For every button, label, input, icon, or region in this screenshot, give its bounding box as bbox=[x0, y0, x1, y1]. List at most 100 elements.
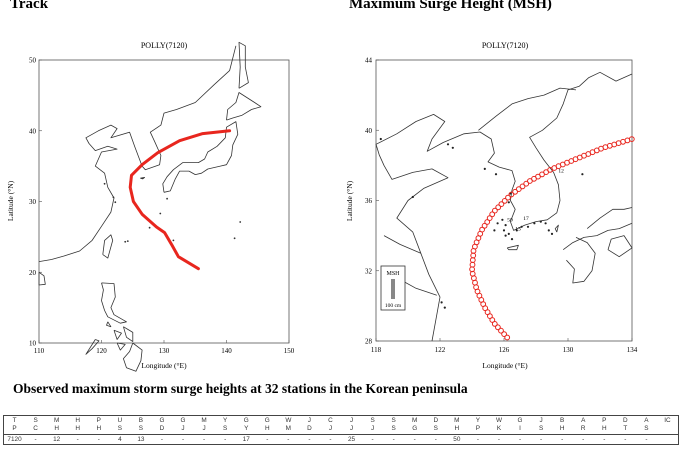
x-tick-label: 126 bbox=[499, 346, 510, 354]
surge-value-cell: 7120 bbox=[4, 434, 26, 444]
msh-legend-box bbox=[380, 265, 406, 311]
station-code-bottom: M bbox=[285, 424, 291, 432]
surge-value-cell: - bbox=[25, 434, 47, 444]
station-code-top: D bbox=[433, 417, 439, 424]
observed-table-title: Observed maximum storm surge heights at … bbox=[13, 381, 468, 396]
surge-circle bbox=[628, 136, 635, 142]
surge-value-cell: - bbox=[551, 434, 573, 444]
station-code-bottom: Y bbox=[244, 424, 249, 432]
station-code-bottom: I bbox=[519, 424, 521, 432]
surge-circle bbox=[498, 327, 504, 334]
station-code-top: G bbox=[243, 417, 249, 424]
surge-circle bbox=[495, 324, 501, 331]
station-code-bottom: K bbox=[496, 424, 502, 432]
station-code-bottom: J bbox=[181, 424, 185, 432]
station-code-top: B bbox=[560, 417, 565, 424]
station-code-top: B bbox=[138, 417, 144, 424]
station-code-top: J bbox=[539, 417, 543, 424]
island-dot bbox=[159, 212, 162, 215]
y-tick-label: 50 bbox=[29, 57, 37, 65]
surge-value-cell: - bbox=[530, 434, 552, 444]
surge-circle bbox=[512, 188, 519, 195]
surge-circle bbox=[504, 334, 511, 341]
island-dot bbox=[493, 229, 496, 232]
coastline bbox=[586, 207, 633, 229]
x-tick-label: 130 bbox=[563, 346, 574, 354]
track-map-ylabel: Latitude (°N) bbox=[6, 180, 15, 221]
island-dot bbox=[148, 226, 151, 229]
island-dot bbox=[112, 196, 115, 199]
coastline bbox=[375, 71, 633, 342]
track-map-ticks: 110 120 130 140 150 10 20 30 40 50 bbox=[29, 57, 295, 356]
island-dot bbox=[504, 234, 507, 237]
y-tick-label: 44 bbox=[365, 57, 373, 65]
station-code-bottom: H bbox=[601, 424, 607, 432]
station-code-top: P bbox=[602, 417, 607, 424]
y-tick-label: 36 bbox=[365, 197, 373, 205]
surge-value-cell: 50 bbox=[446, 434, 468, 444]
surge-circle bbox=[523, 180, 530, 187]
station-code-bottom: J bbox=[328, 424, 333, 432]
surge-circle bbox=[469, 261, 476, 268]
station-code-top: S bbox=[33, 417, 38, 424]
surge-value-cell: - bbox=[256, 434, 278, 444]
island-dot bbox=[539, 220, 542, 223]
surge-value-cell: - bbox=[298, 434, 320, 444]
station-code-top: A bbox=[581, 417, 586, 424]
island-dot bbox=[544, 222, 547, 225]
x-tick-label: 140 bbox=[221, 347, 232, 355]
coastline bbox=[226, 92, 262, 121]
station-label: 17 bbox=[523, 216, 529, 222]
msh-legend-title: MSH bbox=[386, 271, 400, 277]
station-code-top: T bbox=[12, 417, 17, 424]
surge-value-cell: - bbox=[193, 434, 215, 444]
surge-circle bbox=[489, 211, 496, 218]
y-tick-label: 28 bbox=[365, 338, 373, 346]
surge-value-cell bbox=[656, 434, 678, 444]
station-code-bottom: D bbox=[159, 424, 165, 432]
coastline bbox=[85, 339, 100, 355]
typhoon-track-line bbox=[128, 129, 232, 271]
station-label: 12 bbox=[558, 168, 564, 174]
island-dot bbox=[172, 239, 175, 242]
msh-map-xlabel: Longitude (°E) bbox=[482, 361, 528, 370]
station-code-bottom: S bbox=[433, 424, 438, 432]
surge-value-cell: - bbox=[593, 434, 615, 444]
track-heading: Track bbox=[10, 0, 49, 12]
coastline bbox=[566, 237, 596, 284]
station-code-top: P bbox=[96, 417, 101, 424]
station-code-top: G bbox=[517, 417, 523, 424]
coastline bbox=[116, 342, 126, 351]
surge-circle bbox=[491, 321, 498, 327]
surge-value-cell: - bbox=[319, 434, 341, 444]
station-code-bottom: G bbox=[412, 424, 418, 432]
island-dot bbox=[526, 225, 530, 228]
coastline bbox=[607, 235, 633, 258]
coastline bbox=[123, 342, 143, 372]
station-code-bottom: S bbox=[117, 424, 122, 432]
surge-value-cell: 25 bbox=[341, 434, 363, 444]
station-code-top: Y bbox=[223, 417, 228, 424]
y-tick-label: 20 bbox=[29, 269, 37, 277]
surge-value-cell: - bbox=[509, 434, 531, 444]
station-code-bottom: S bbox=[644, 424, 649, 432]
coastline bbox=[102, 234, 114, 259]
surge-circle bbox=[495, 204, 502, 211]
surge-value-cell: 13 bbox=[130, 434, 152, 444]
msh-heading: Maximum Surge Height (MSH) bbox=[349, 0, 552, 12]
island-dot bbox=[507, 232, 510, 235]
